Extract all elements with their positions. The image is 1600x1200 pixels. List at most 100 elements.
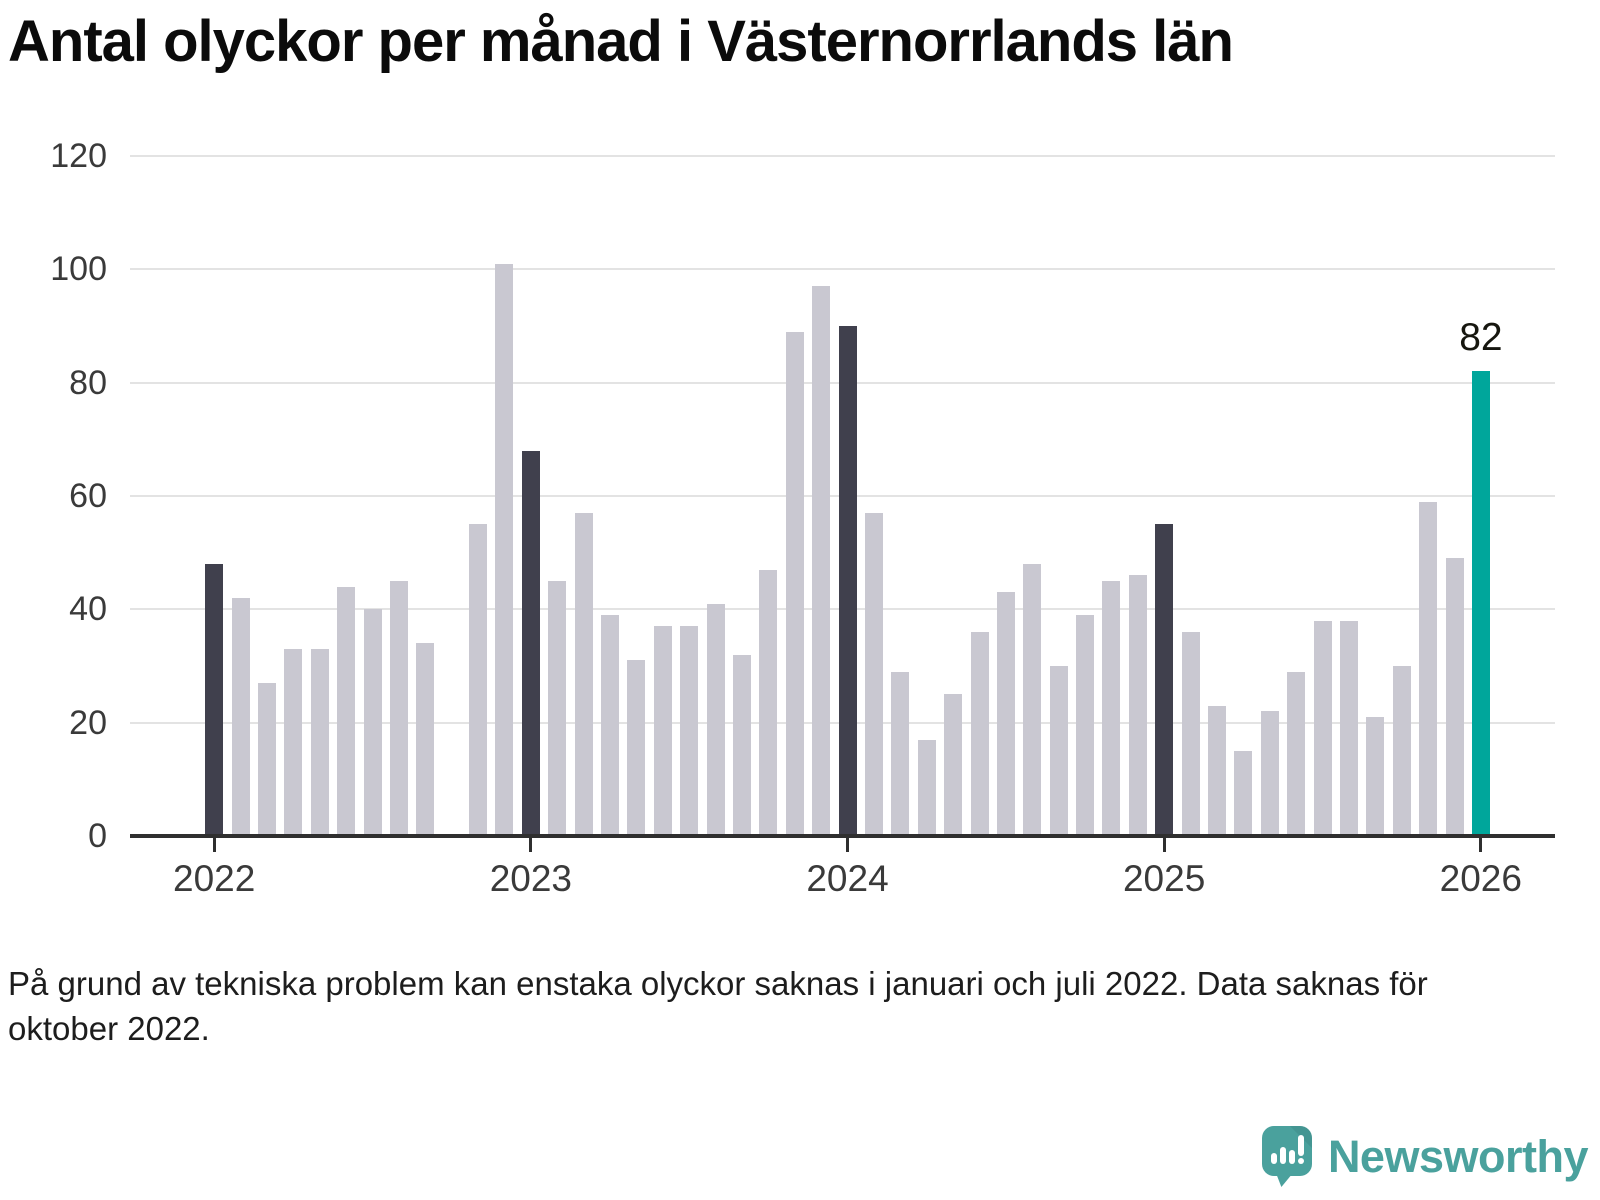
bar-2024-04: [917, 739, 936, 836]
bar-2022-11: [469, 524, 488, 836]
month-slot: [755, 156, 781, 836]
bar-2024-07: [996, 592, 1015, 836]
bar-2025-04: [1234, 751, 1253, 836]
bar-2025-08: [1339, 620, 1358, 836]
month-slot: [1125, 156, 1151, 836]
bar-2024-05: [944, 694, 963, 836]
month-slot: [1362, 156, 1388, 836]
bar-2026-01: [1471, 371, 1490, 836]
bar-series: 82: [130, 156, 1555, 836]
month-slot: [201, 156, 227, 836]
month-slot: [676, 156, 702, 836]
month-slot: [861, 156, 887, 836]
bar-2022-06: [337, 586, 356, 836]
bar-2023-01: [521, 450, 540, 836]
month-slot: [597, 156, 623, 836]
bar-2024-08: [1023, 564, 1042, 836]
bar-2025-06: [1287, 671, 1306, 836]
y-axis-labels: 0 20 40 60 80 100 120: [0, 137, 130, 855]
x-axis: 2022 2023 2024 2025 2026: [130, 838, 1555, 918]
month-slot: [914, 156, 940, 836]
bar-2022-12: [495, 263, 514, 836]
month-slot: [544, 156, 570, 836]
month-slot: [834, 156, 860, 836]
bar-2022-08: [389, 581, 408, 836]
y-tick-label: 120: [50, 137, 107, 175]
x-tick-mark: [1479, 838, 1483, 852]
month-slot: [1389, 156, 1415, 836]
gridline: [130, 268, 1555, 271]
bar-2022-03: [257, 683, 276, 836]
newsworthy-logo: Newsworthy: [1261, 1126, 1589, 1188]
y-tick-label: 20: [69, 703, 107, 742]
bar-2023-02: [548, 581, 567, 836]
month-slot: [887, 156, 913, 836]
logo-chart-bar-icon: [1279, 1147, 1286, 1164]
bar-2025-01: [1155, 524, 1174, 836]
month-slot: [412, 156, 438, 836]
bar-2022-07: [363, 609, 382, 836]
bar-2022-05: [310, 649, 329, 836]
month-slot: [1204, 156, 1230, 836]
month-slot: [386, 156, 412, 836]
month-slot: [1151, 156, 1177, 836]
month-slot: [570, 156, 596, 836]
newsworthy-logo-text: Newsworthy: [1327, 1131, 1589, 1182]
bar-2025-03: [1208, 705, 1227, 836]
month-slot: [940, 156, 966, 836]
bar-value-label: 82: [1459, 316, 1503, 360]
bar-2023-09: [733, 654, 751, 836]
month-slot: [808, 156, 834, 836]
bar-2025-05: [1260, 711, 1279, 836]
bar-2022-01: [205, 564, 224, 836]
month-slot: [1177, 156, 1203, 836]
month-slot: [993, 156, 1019, 836]
bar-2022-04: [284, 649, 303, 836]
bar-2025-07: [1313, 620, 1332, 836]
month-slot: [729, 156, 755, 836]
bar-2024-03: [891, 671, 910, 836]
bar-2023-10: [759, 569, 778, 836]
bar-2024-01: [838, 326, 857, 836]
month-slot: [1309, 156, 1335, 836]
y-tick-label: 0: [88, 817, 107, 855]
month-slot: [650, 156, 676, 836]
bar-2025-09: [1366, 717, 1385, 836]
newsworthy-logo-icon: [1261, 1126, 1312, 1188]
x-tick-mark: [846, 838, 849, 852]
month-slot: [465, 156, 491, 836]
bar-2022-09: [416, 643, 435, 836]
gridline: [130, 155, 1555, 157]
bar-2023-06: [653, 626, 672, 836]
logo-speech-tail: [1275, 1173, 1293, 1187]
plot-area: 82: [130, 155, 1555, 838]
x-tick-label: 2022: [173, 858, 256, 899]
month-slot: [1283, 156, 1309, 836]
bar-2025-02: [1181, 632, 1200, 836]
bar-2023-05: [627, 660, 646, 836]
month-slot: [1336, 156, 1362, 836]
month-slot: [1415, 156, 1441, 836]
bar-2023-03: [574, 513, 593, 836]
x-tick-label: 2026: [1439, 858, 1522, 899]
month-slot: [1098, 156, 1124, 836]
month-slot: [1019, 156, 1045, 836]
month-slot: [1257, 156, 1283, 836]
month-slot: 82: [1459, 156, 1503, 836]
month-slot: [280, 156, 306, 836]
chart-title: Antal olyckor per månad i Västernorrland…: [8, 9, 1234, 74]
bar-2024-11: [1102, 581, 1121, 836]
logo-chart-bar-icon: [1288, 1150, 1295, 1164]
month-slot: [1230, 156, 1256, 836]
footnote: På grund av tekniska problem kan enstaka…: [8, 965, 1428, 1047]
y-tick-label: 80: [69, 363, 107, 402]
month-slot: [254, 156, 280, 836]
month-slot: [227, 156, 253, 836]
logo-exclamation-icon: [1297, 1135, 1304, 1156]
month-slot: [1441, 156, 1467, 836]
month-slot: [782, 156, 808, 836]
bar-2023-12: [812, 286, 831, 836]
x-tick-mark: [529, 838, 533, 852]
month-slot: [359, 156, 385, 836]
